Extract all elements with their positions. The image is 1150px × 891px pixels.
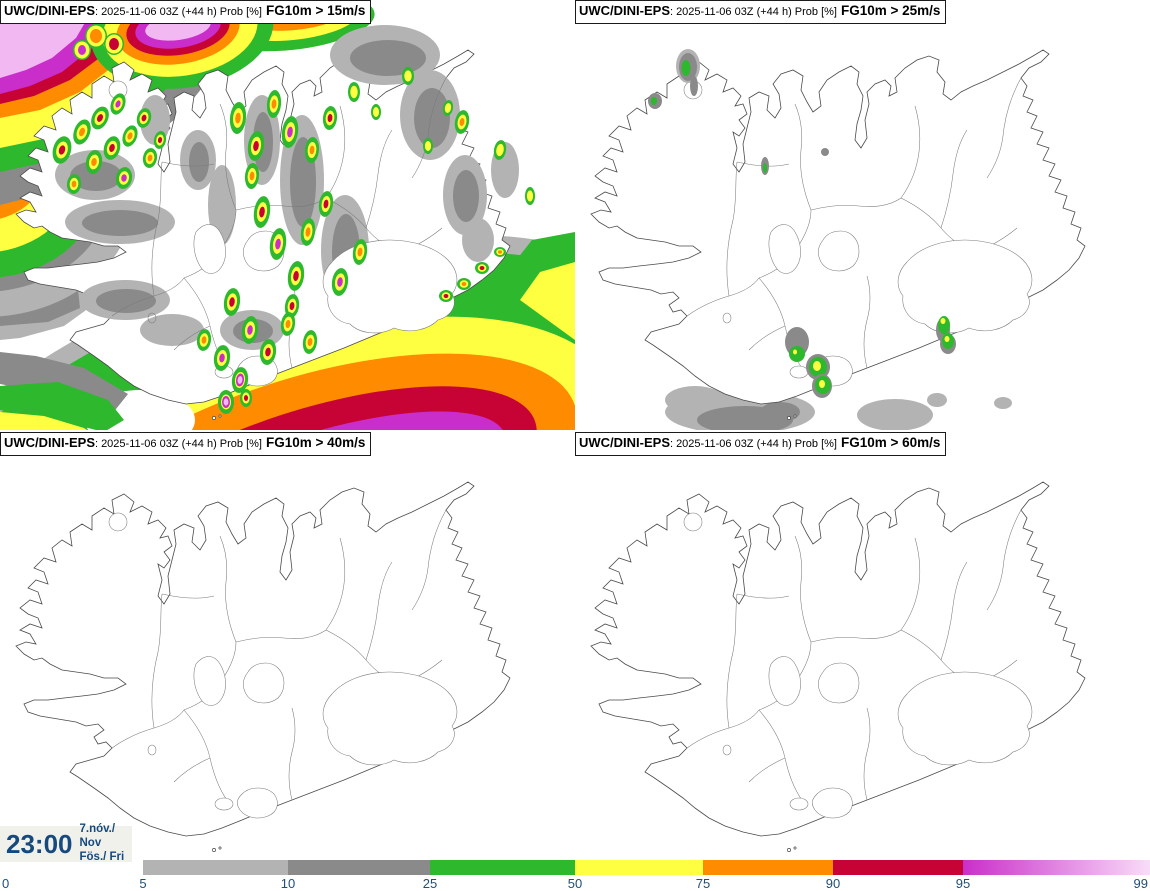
- colorbar-segment-75: [703, 860, 833, 875]
- colorbar-tick-99: 99: [1133, 876, 1148, 891]
- colorbar-tick-10: 10: [280, 876, 296, 891]
- model-name: UWC/DINI-EPS: [579, 435, 670, 450]
- ocean-probability-fields: [665, 386, 1012, 430]
- threshold-label: FG10m > 40m/s: [265, 435, 366, 450]
- threshold-label: FG10m > 60m/s: [840, 435, 941, 450]
- colorbar-segment-5: [143, 860, 288, 875]
- colorbar-tick-labels: 0 5 10 25 50 75 90 95 99: [0, 876, 1150, 891]
- run-info: 2025-11-06 03Z (+44 h) Prob [%]: [676, 438, 837, 450]
- run-info: 2025-11-06 03Z (+44 h) Prob [%]: [676, 6, 837, 18]
- panel-title: UWC/DINI-EPS: 2025-11-06 03Z (+44 h) Prob…: [575, 432, 947, 456]
- colorbar-segment-10: [288, 860, 430, 875]
- panel-title: UWC/DINI-EPS: 2025-11-06 03Z (+44 h) Prob…: [575, 0, 947, 24]
- map-image-fg10m-15: [0, 0, 575, 430]
- colorbar-tick-75: 75: [695, 876, 711, 891]
- map-panel-fg10m-60: UWC/DINI-EPS: 2025-11-06 03Z (+44 h) Prob…: [575, 432, 1150, 862]
- colorbar-tick-25: 25: [422, 876, 438, 891]
- model-name: UWC/DINI-EPS: [579, 3, 670, 18]
- land-probability-spots: [52, 67, 535, 414]
- map-panel-fg10m-15: UWC/DINI-EPS: 2025-11-06 03Z (+44 h) Prob…: [0, 0, 575, 430]
- colorbar-tick-90: 90: [825, 876, 841, 891]
- colorbar-footer: 0 5 10 25 50 75 90 95 99: [0, 856, 1150, 891]
- colorbar-segment-90: [833, 860, 963, 875]
- threshold-label: FG10m > 25m/s: [840, 3, 941, 18]
- run-info: 2025-11-06 03Z (+44 h) Prob [%]: [101, 438, 262, 450]
- map-panel-fg10m-40: UWC/DINI-EPS: 2025-11-06 03Z (+44 h) Prob…: [0, 432, 575, 862]
- map-image-fg10m-60: [590, 450, 1086, 852]
- probability-colorbar: [0, 860, 1150, 875]
- colorbar-tick-5: 5: [139, 876, 147, 891]
- colorbar-tick-95: 95: [955, 876, 971, 891]
- run-info: 2025-11-06 03Z (+44 h) Prob [%]: [101, 6, 262, 18]
- threshold-label: FG10m > 15m/s: [265, 3, 366, 18]
- map-image-fg10m-25: [590, 18, 1086, 430]
- colorbar-tick-0: 0: [2, 876, 10, 891]
- valid-time: 23:00: [6, 828, 73, 859]
- valid-date: 7.nóv./ Nov: [79, 823, 116, 850]
- model-name: UWC/DINI-EPS: [4, 435, 95, 450]
- land-gray-fields: [55, 25, 519, 350]
- map-image-fg10m-40: [15, 450, 511, 852]
- colorbar-segment-25: [430, 860, 575, 875]
- panel-title: UWC/DINI-EPS: 2025-11-06 03Z (+44 h) Prob…: [0, 432, 372, 456]
- panel-title: UWC/DINI-EPS: 2025-11-06 03Z (+44 h) Prob…: [0, 0, 372, 24]
- colorbar-segment-50: [575, 860, 703, 875]
- map-panel-fg10m-25: UWC/DINI-EPS: 2025-11-06 03Z (+44 h) Prob…: [575, 0, 1150, 430]
- colorbar-segment-95: [963, 860, 1150, 875]
- colorbar-tick-50: 50: [567, 876, 583, 891]
- model-name: UWC/DINI-EPS: [4, 3, 95, 18]
- land-probability-spots: [648, 49, 956, 398]
- valid-time-box: 23:00 7.nóv./ Nov Fös./ Fri: [0, 823, 132, 863]
- valid-day: Fös./ Fri: [79, 850, 125, 863]
